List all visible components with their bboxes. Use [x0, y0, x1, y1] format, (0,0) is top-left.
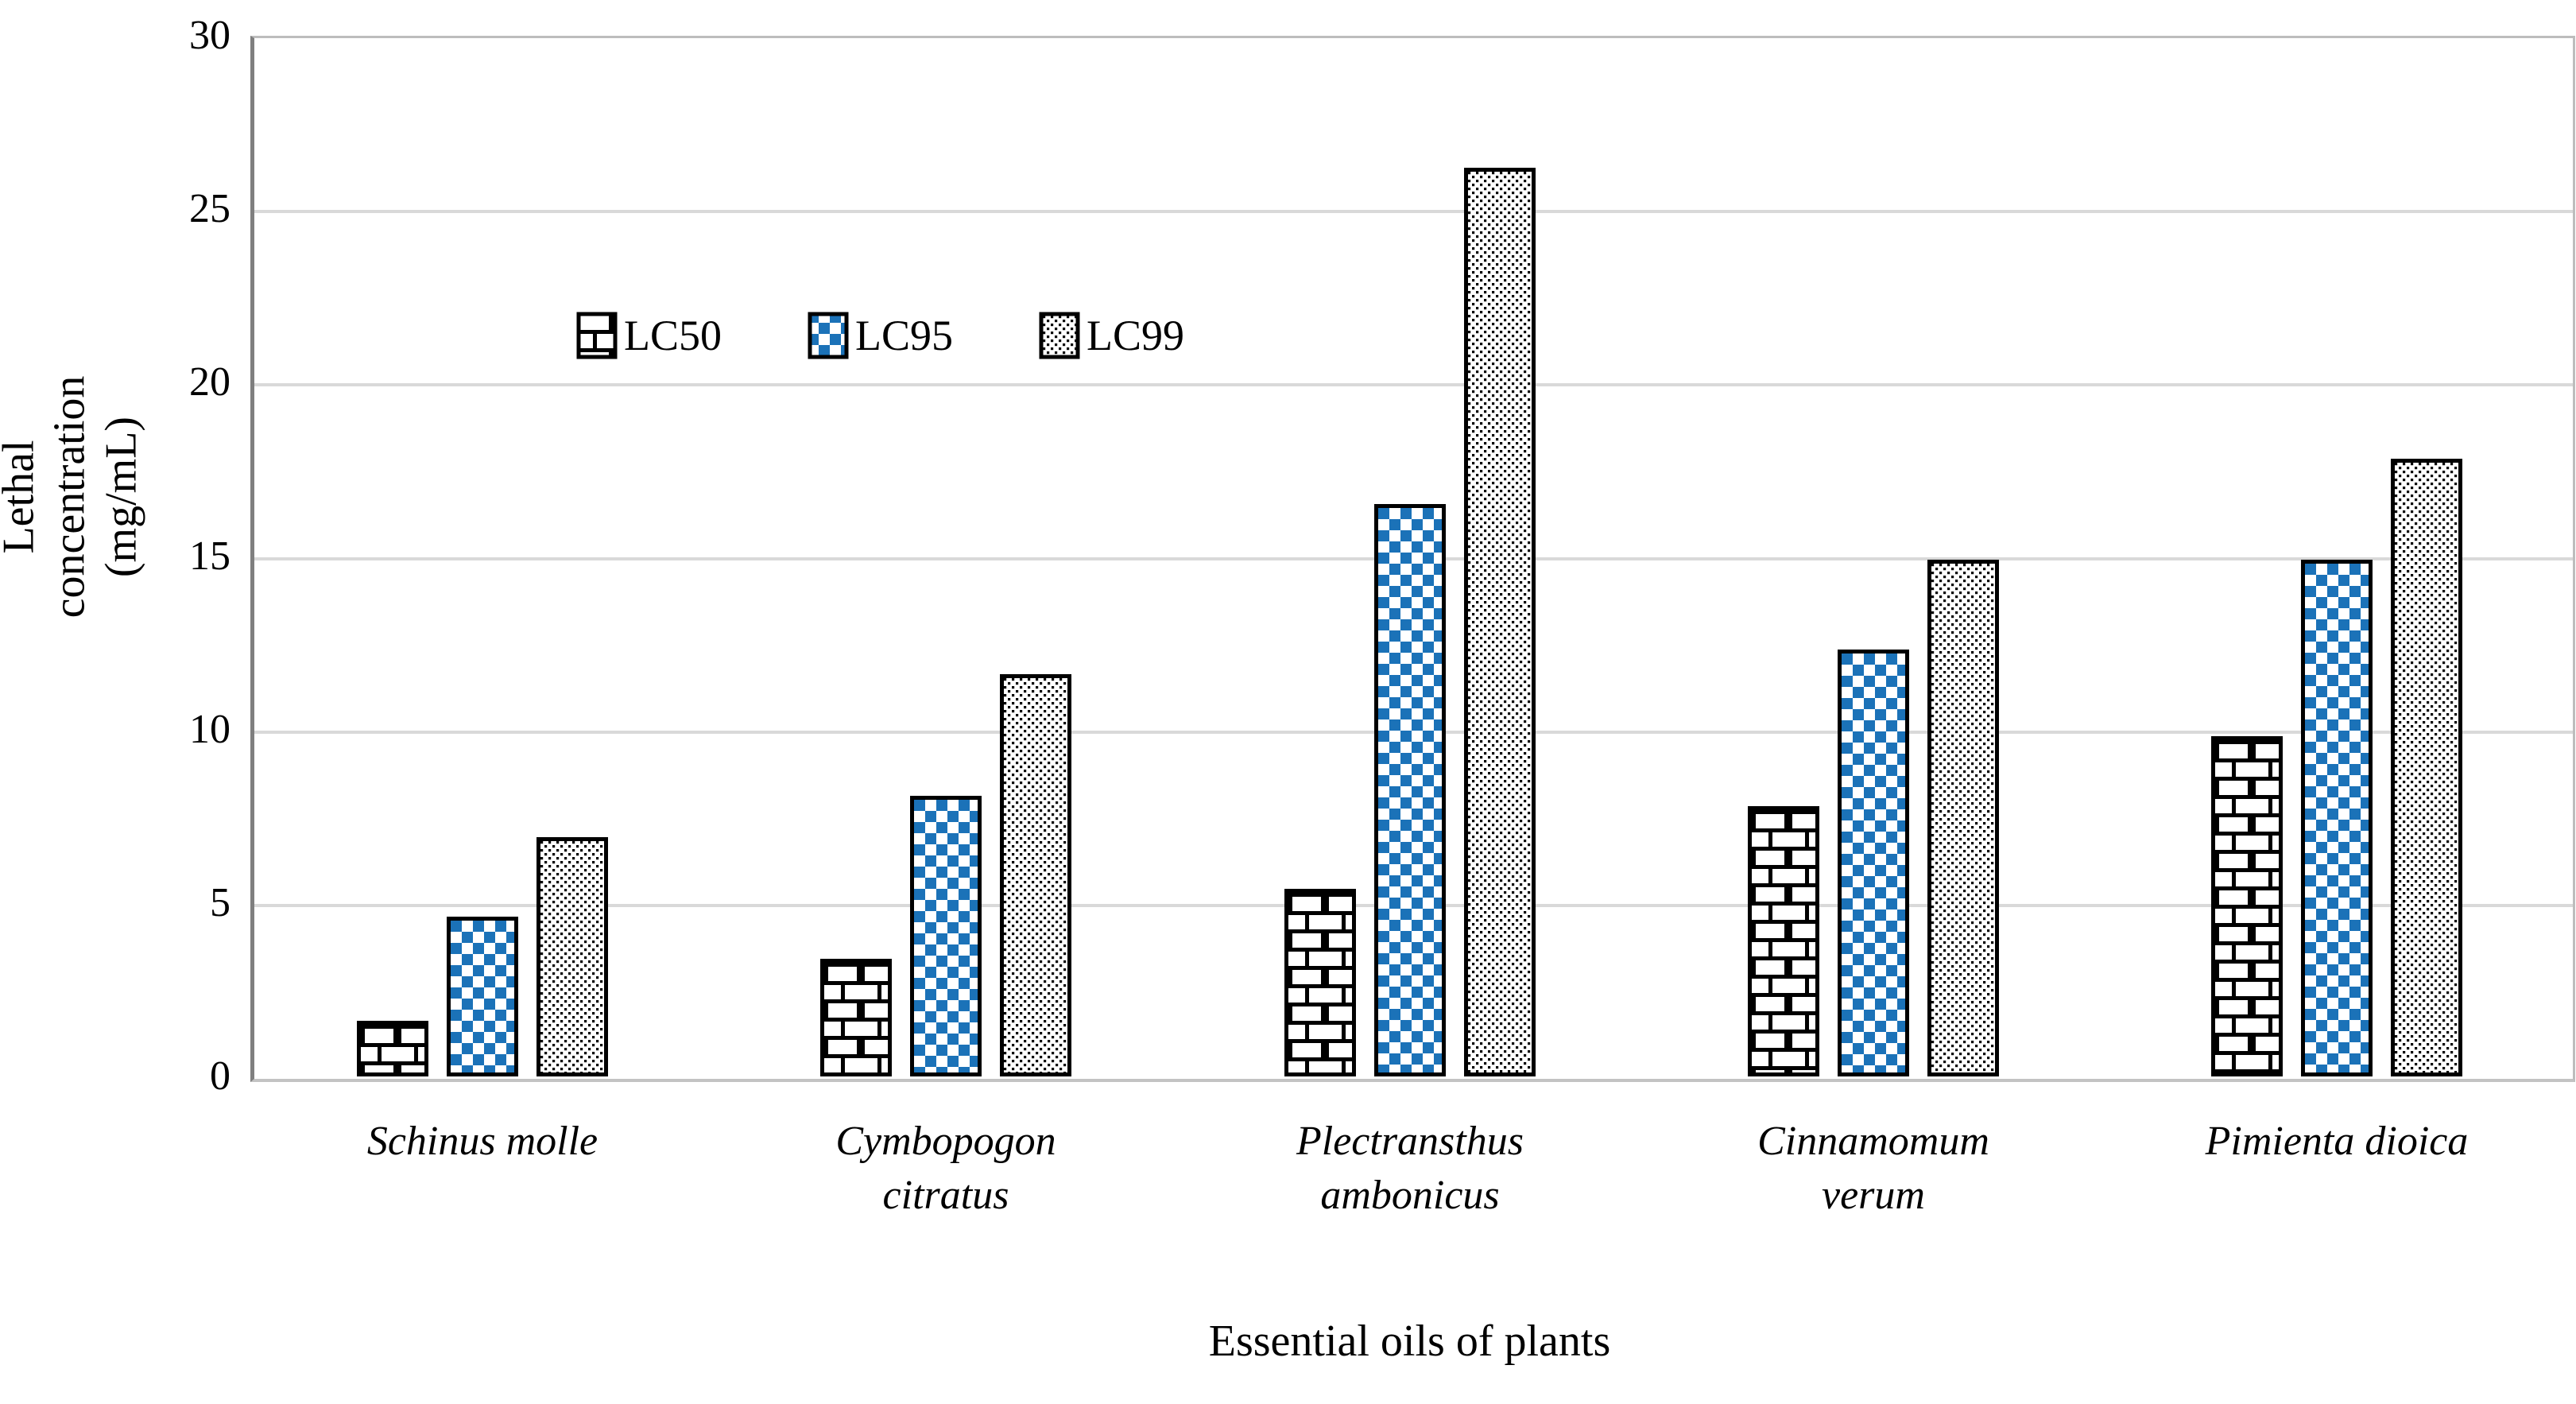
bar-lc99-3 — [1464, 168, 1536, 1076]
bar-lc50-3 — [1284, 889, 1356, 1076]
bar-lc95-3 — [1374, 504, 1446, 1076]
legend-label-lc99: LC99 — [1087, 312, 1185, 359]
bar-lc50-2 — [820, 959, 892, 1076]
legend-swatch-lc95 — [808, 312, 849, 359]
bar-fill-dots — [1468, 172, 1532, 1072]
legend-label-lc95: LC95 — [855, 312, 954, 359]
y-tick-label-15: 15 — [189, 533, 230, 579]
bar-lc99-2 — [1000, 674, 1071, 1076]
x-category-label-4: Cinnamomum verum — [1757, 1119, 1989, 1218]
x-category-label-3: Plectransthus ambonicus — [1296, 1119, 1524, 1218]
y-tick-label-20: 20 — [189, 359, 230, 405]
bar-lc50-4 — [1748, 806, 1819, 1076]
bar-fill-checker — [451, 921, 514, 1072]
bar-fill-checker — [2305, 564, 2369, 1072]
x-category-label-5: Pimienta dioica — [2205, 1119, 2469, 1164]
y-tick-label-25: 25 — [189, 186, 230, 232]
bar-lc99-5 — [2391, 459, 2462, 1076]
bar-lc95-2 — [910, 796, 982, 1076]
bar-fill-dots — [1931, 564, 1995, 1072]
y-tick-label-5: 5 — [210, 879, 230, 925]
bar-fill-dots — [1004, 678, 1067, 1072]
bar-fill-brick — [824, 963, 888, 1072]
y-tick-label-0: 0 — [210, 1053, 230, 1099]
legend-item-lc50: LC50 — [576, 312, 722, 359]
bar-fill-brick — [361, 1025, 424, 1072]
bar-fill-brick — [2215, 740, 2279, 1072]
gridline-20 — [254, 383, 2573, 387]
bar-lc95-5 — [2301, 560, 2373, 1076]
legend-swatch-lc50 — [576, 312, 618, 359]
bar-lc99-4 — [1927, 560, 1999, 1076]
legend-label-lc50: LC50 — [624, 312, 722, 359]
x-axis-title: Essential oils of plants — [1208, 1317, 1611, 1366]
legend-swatch-lc99 — [1039, 312, 1080, 359]
y-axis-title-text: Lethal concentration (mg/mL) — [0, 375, 146, 619]
bar-fill-checker — [1378, 508, 1442, 1072]
legend: LC50 LC95 LC99 — [576, 312, 1184, 359]
legend-item-lc99: LC99 — [1039, 312, 1184, 359]
gridline-25 — [254, 210, 2573, 214]
bar-fill-brick — [1288, 893, 1352, 1072]
bar-fill-dots — [540, 841, 604, 1072]
bar-lc95-1 — [447, 917, 518, 1076]
bar-fill-checker — [914, 800, 978, 1072]
bar-fill-dots — [2395, 463, 2458, 1072]
y-tick-label-10: 10 — [189, 706, 230, 752]
legend-item-lc95: LC95 — [808, 312, 953, 359]
x-category-label-1: Schinus molle — [366, 1119, 598, 1164]
y-tick-label-30: 30 — [189, 13, 230, 58]
bar-lc50-5 — [2211, 736, 2283, 1076]
bar-lc95-4 — [1838, 650, 1909, 1076]
bar-lc99-1 — [537, 837, 608, 1076]
x-category-label-2: Cymbopogon citratus — [835, 1119, 1056, 1218]
bar-fill-checker — [1842, 654, 1905, 1072]
bar-fill-brick — [1752, 810, 1815, 1072]
bar-lc50-1 — [357, 1021, 428, 1076]
